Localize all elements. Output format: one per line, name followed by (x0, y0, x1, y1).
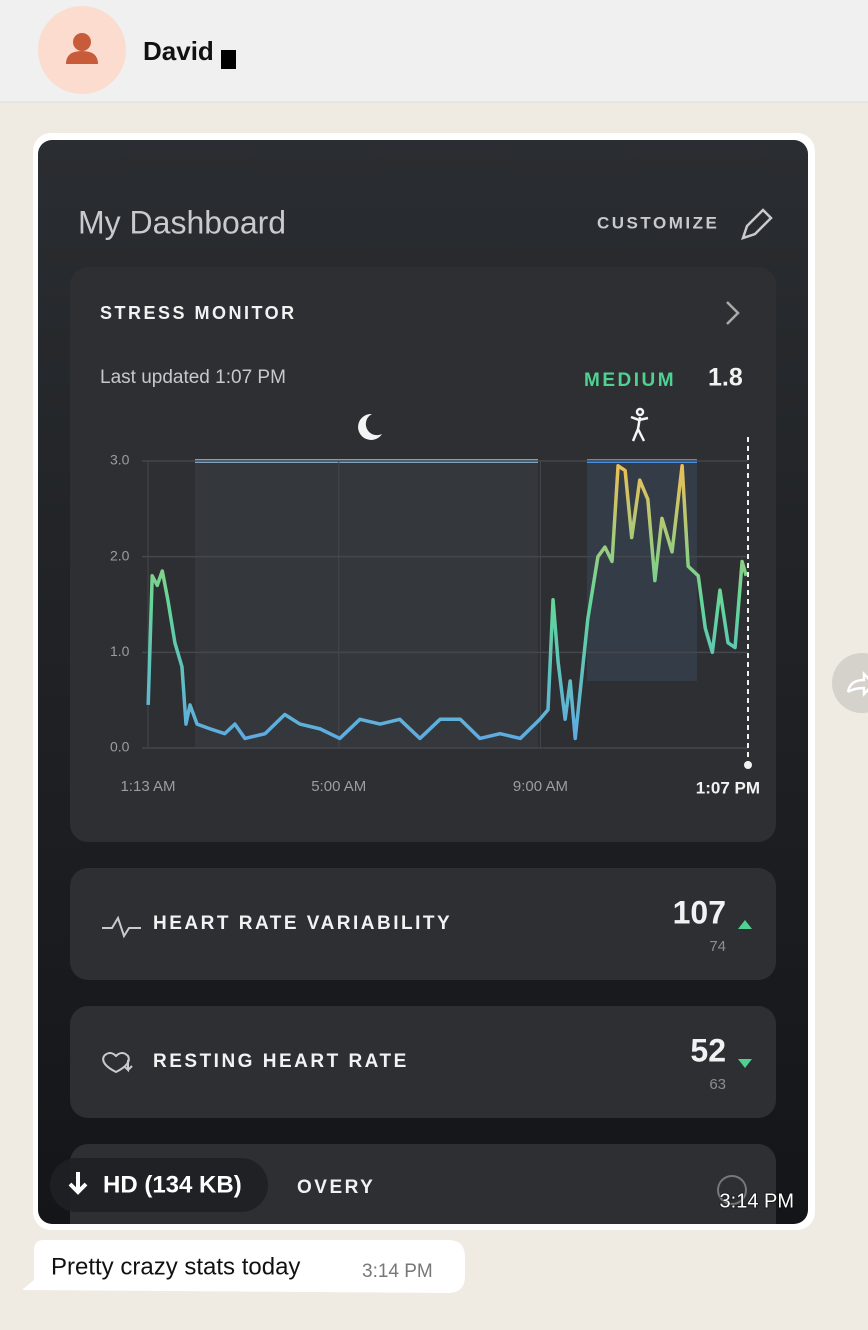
metric-icon (102, 1052, 133, 1074)
metric-value: 107 (673, 894, 726, 930)
avatar[interactable] (38, 6, 126, 94)
x-tick-label: 1:07 PM (696, 778, 760, 797)
activity-icon (630, 407, 649, 442)
metric-label: HEART RATE VARIABILITY (153, 913, 452, 934)
y-tick-label: 1.0 (110, 643, 130, 659)
metric-card (70, 868, 776, 980)
trend-up (738, 920, 752, 929)
customize: CUSTOMIZE (597, 213, 719, 232)
trend-down (738, 1059, 752, 1068)
dashboard-title: My Dashboard (78, 204, 286, 240)
message-text: Pretty crazy stats today (51, 1253, 300, 1280)
y-tick-label: 0.0 (110, 739, 130, 755)
message-time: 3:14 PM (362, 1261, 433, 1282)
stress-level: MEDIUM (584, 370, 676, 391)
card-title: STRESS MONITOR (100, 303, 297, 323)
y-tick-label: 3.0 (110, 452, 130, 468)
metric-baseline: 63 (709, 1076, 726, 1093)
metric-baseline: 74 (709, 938, 726, 955)
x-tick-label: 1:13 AM (120, 778, 175, 795)
metric-label: OVERY (297, 1177, 375, 1198)
pencil-icon (741, 208, 773, 240)
download-pill[interactable]: HD (134 KB) (50, 1158, 268, 1212)
forward-button[interactable] (832, 653, 868, 713)
download-label[interactable]: HD (134 KB) (103, 1171, 242, 1198)
x-tick-label: 9:00 AM (513, 778, 568, 795)
stress-chart: 0.0 1.0 2.0 3.0 1:13 AM 5:00 AM 9:00 AM 1:07 PM (110, 452, 760, 798)
contact-name[interactable]: David (143, 36, 214, 66)
sleep-zone (195, 461, 538, 748)
header-bar (0, 0, 868, 102)
metric-label: RESTING HEART RATE (153, 1051, 409, 1072)
cursor (221, 50, 236, 69)
last-updated: Last updated 1:07 PM (100, 367, 286, 388)
stress-score: 1.8 (708, 364, 743, 392)
stress-line (146, 464, 748, 741)
metric-icon (102, 915, 141, 939)
moon-icon (358, 413, 382, 440)
x-tick-label: 5:00 AM (311, 778, 366, 795)
y-tick-label: 2.0 (110, 547, 130, 563)
metric-value: 52 (690, 1032, 726, 1068)
metrics: HEART RATE VARIABILITY 107 74 RESTING HEART… (70, 868, 776, 1224)
media-time: 3:14 PM (720, 1190, 794, 1212)
metric-icon (717, 1175, 747, 1205)
image[interactable]: My Dashboard CUSTOMIZE STRESS MONITOR La… (38, 140, 808, 1256)
metric-card (70, 1006, 776, 1118)
message-bubble (22, 1240, 465, 1293)
chevron (726, 301, 740, 325)
